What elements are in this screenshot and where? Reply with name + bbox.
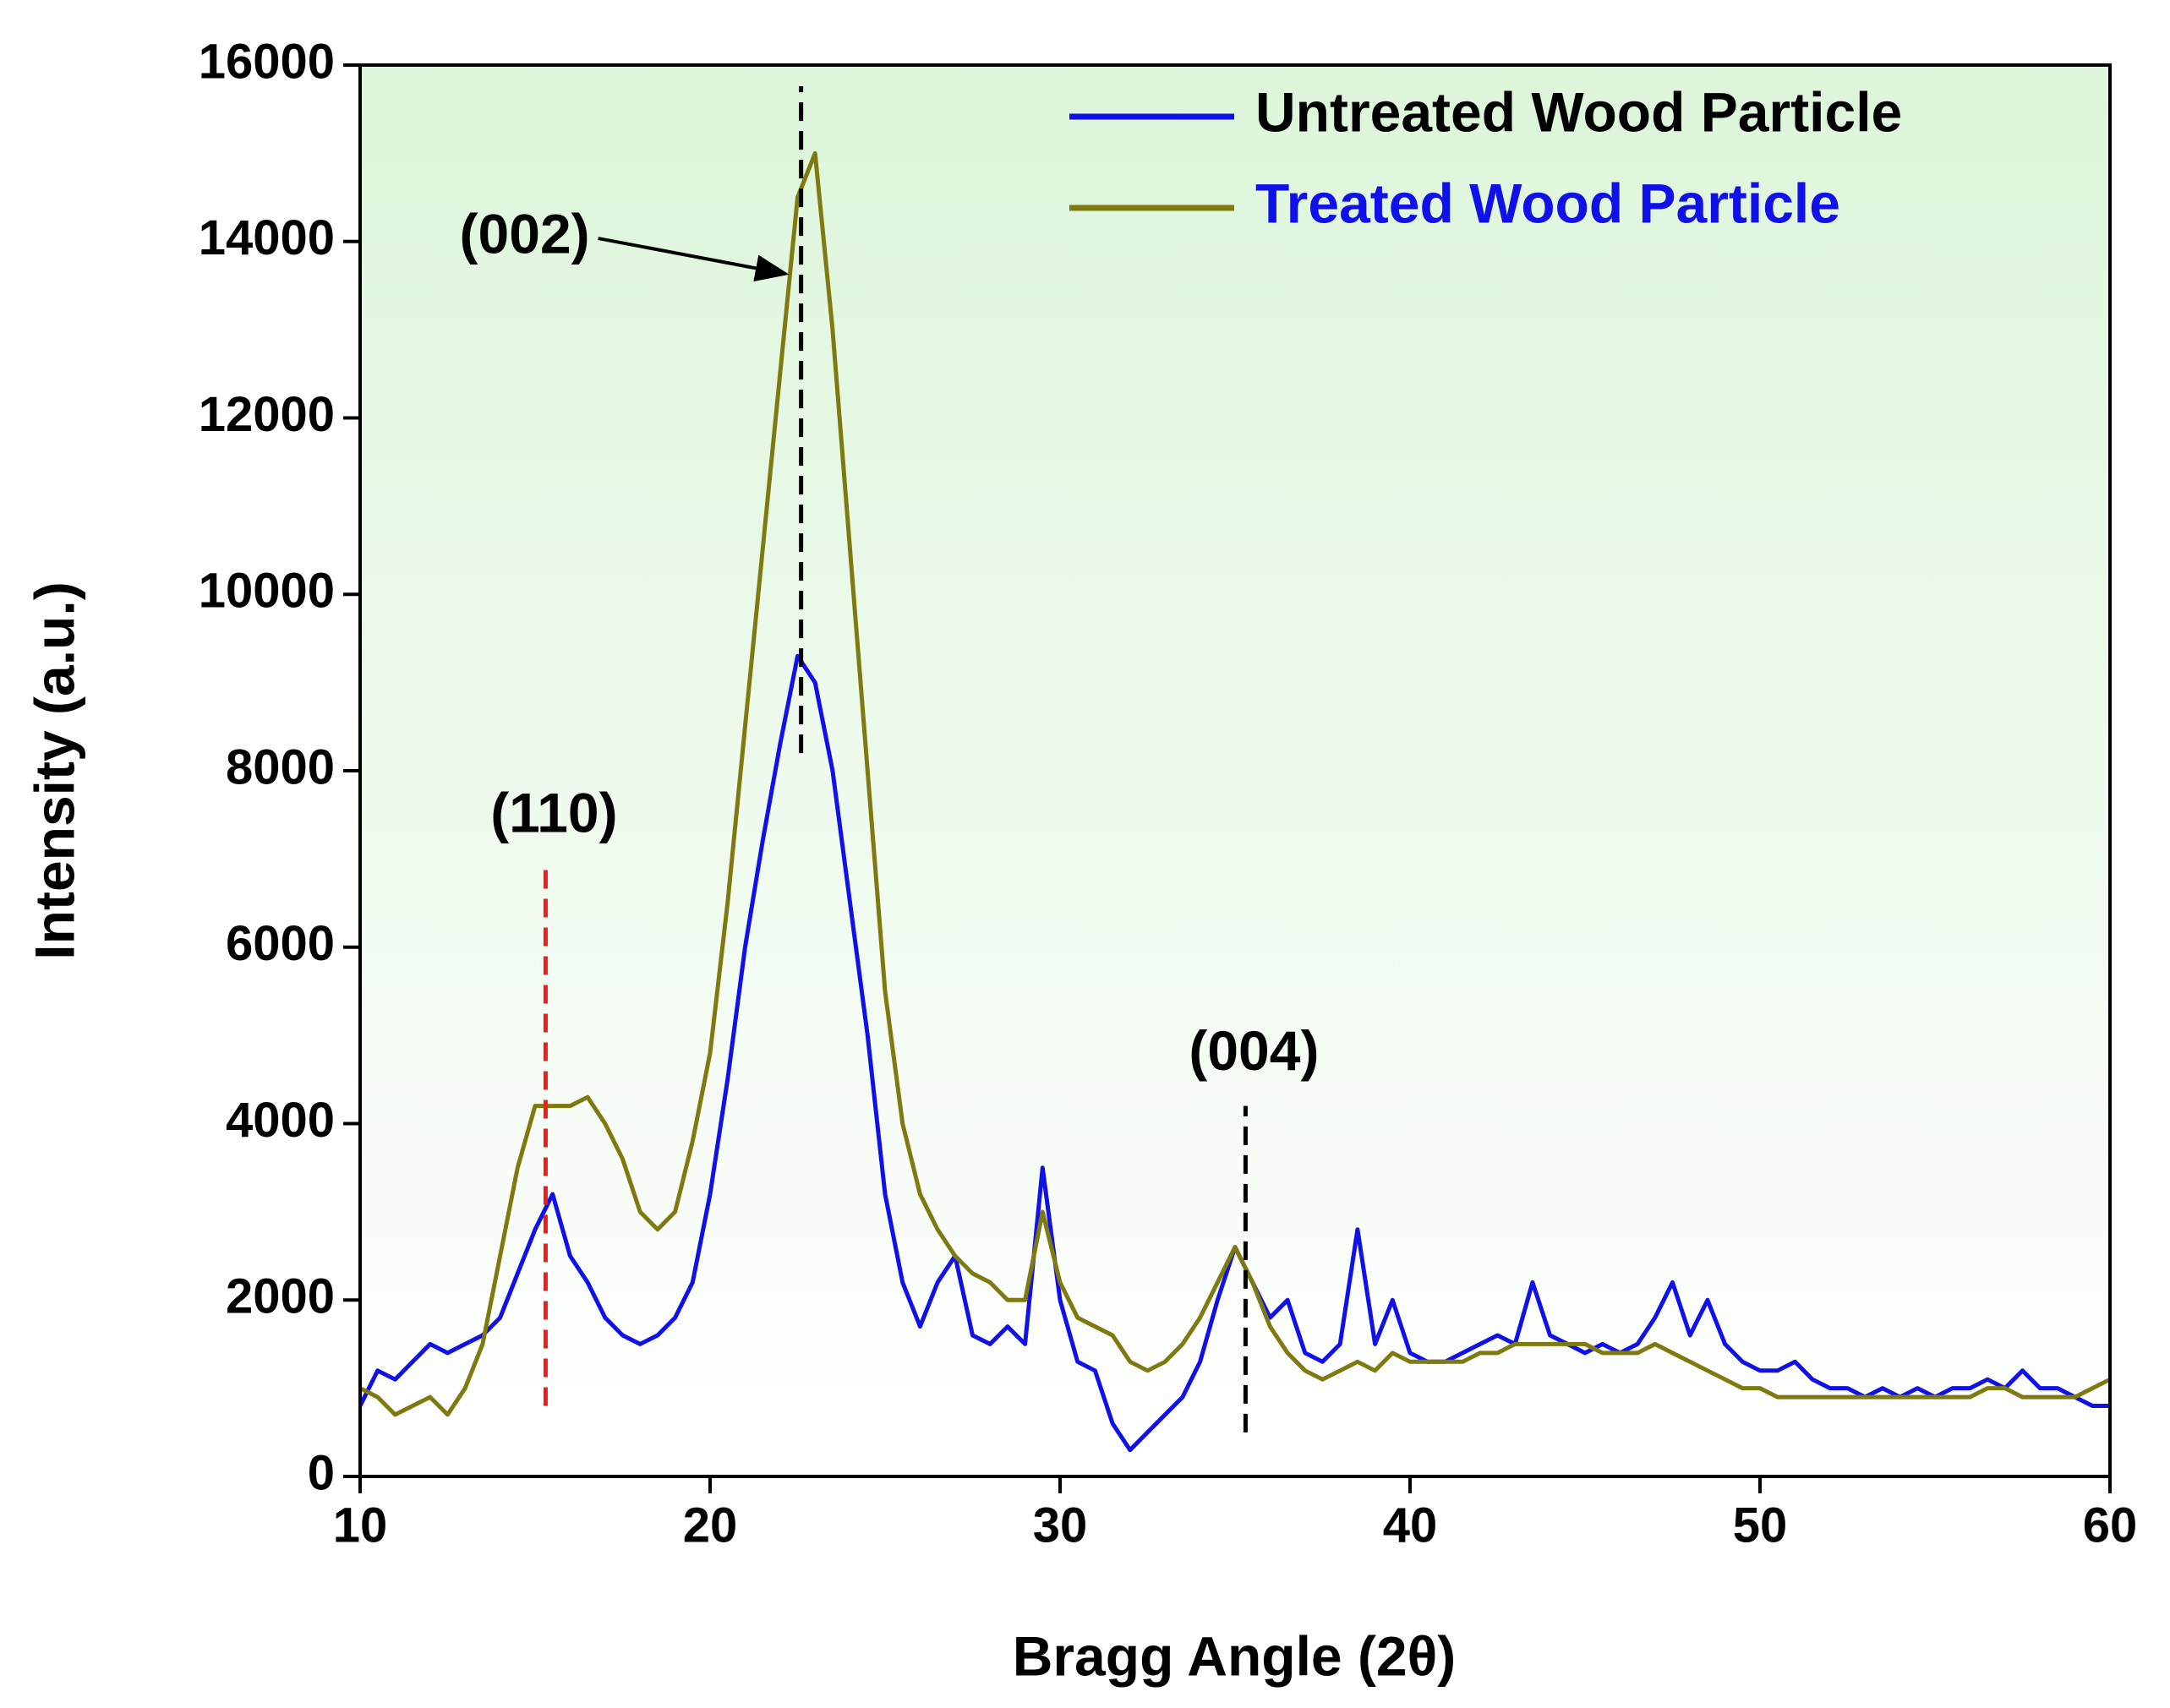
x-tick-label: 60 — [2083, 1498, 2138, 1552]
y-tick-label: 16000 — [199, 34, 335, 89]
peak-label: (110) — [490, 781, 617, 843]
y-tick-label: 6000 — [226, 916, 335, 971]
x-tick-label: 50 — [1733, 1498, 1788, 1552]
x-tick-label: 20 — [683, 1498, 738, 1552]
y-tick-label: 12000 — [199, 387, 335, 442]
y-axis-title: Intensity (a.u.) — [23, 581, 85, 959]
x-tick-label: 40 — [1383, 1498, 1438, 1552]
peak-label: (004) — [1189, 1019, 1319, 1082]
legend-label: Treated Wood Particle — [1255, 172, 1840, 234]
y-tick-label: 0 — [308, 1445, 335, 1500]
plot-frame — [358, 63, 2112, 1478]
plot-background — [360, 65, 2110, 1476]
y-tick-label: 10000 — [199, 564, 335, 619]
legend-label: Untreated Wood Particle — [1255, 80, 1902, 143]
y-tick-label: 8000 — [226, 739, 335, 794]
peak-arrow — [598, 237, 790, 282]
y-tick-label: 4000 — [226, 1093, 335, 1148]
x-tick-label: 10 — [333, 1498, 388, 1552]
data-line — [358, 150, 2112, 1417]
x-tick-label: 30 — [1033, 1498, 1088, 1552]
peak-label: (002) — [460, 202, 590, 265]
y-tick-label: 14000 — [199, 210, 335, 265]
x-axis-title: Bragg Angle (2θ) — [1013, 1624, 1457, 1687]
y-tick-label: 2000 — [226, 1269, 335, 1324]
